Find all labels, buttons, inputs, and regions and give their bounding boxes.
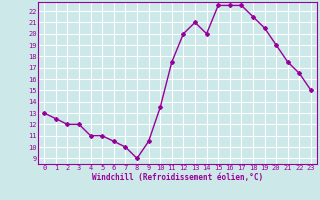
X-axis label: Windchill (Refroidissement éolien,°C): Windchill (Refroidissement éolien,°C)	[92, 173, 263, 182]
